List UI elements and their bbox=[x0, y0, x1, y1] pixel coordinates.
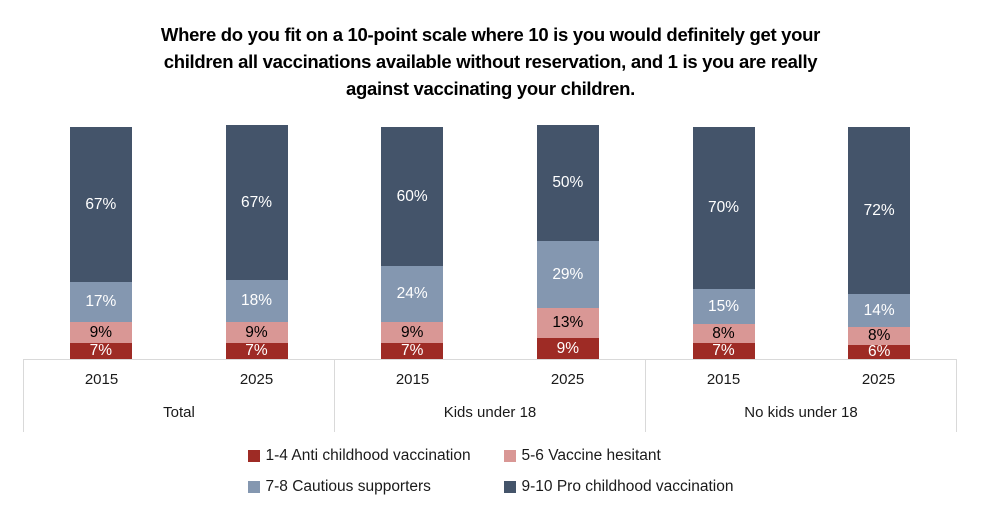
axis-group-total: 2015 2025 Total bbox=[24, 360, 335, 432]
data-label: 8% bbox=[712, 324, 735, 342]
chart-title-line: against vaccinating your children. bbox=[346, 78, 635, 99]
data-label: 14% bbox=[863, 301, 895, 319]
legend-label: 7-8 Cautious supporters bbox=[265, 478, 431, 495]
bar-segment: 6% bbox=[848, 343, 911, 361]
bar-segment: 13% bbox=[536, 307, 599, 339]
bar-segment: 8% bbox=[848, 326, 911, 346]
chart-title-line: Where do you fit on a 10-point scale whe… bbox=[160, 24, 821, 45]
stacked-bar-total-2015: 7% 9% 17% 67% bbox=[69, 127, 132, 360]
data-label: 15% bbox=[707, 298, 740, 316]
bar-segment: 67% bbox=[69, 127, 132, 283]
bar-segment: 29% bbox=[536, 240, 599, 308]
legend-swatch-icon bbox=[503, 481, 516, 493]
axis-group-label: Kids under 18 bbox=[443, 404, 537, 421]
data-label: 67% bbox=[85, 195, 117, 213]
bar-segment: 67% bbox=[225, 124, 288, 281]
axis-group-label: Total bbox=[163, 404, 195, 421]
bar-segment: 9% bbox=[69, 321, 132, 343]
bar-segment: 17% bbox=[69, 282, 132, 322]
stacked-bar-kids-under-18-2015: 7% 9% 24% 60% bbox=[381, 127, 444, 360]
data-label: 50% bbox=[552, 173, 584, 191]
axis-year-label: 2025 bbox=[550, 370, 585, 388]
data-label: 8% bbox=[867, 327, 891, 345]
stacked-bar-kids-under-18-2025: 9% 13% 29% 50% bbox=[536, 124, 599, 359]
data-label: 9% bbox=[400, 323, 424, 341]
data-label: 24% bbox=[396, 285, 428, 303]
legend-swatch-icon bbox=[247, 450, 260, 462]
bar-segment: 7% bbox=[381, 342, 444, 360]
stacked-bar-no-kids-under-18-2025: 6% 8% 14% 72% bbox=[848, 127, 911, 361]
axis-years-row: 2015 2025 bbox=[335, 360, 645, 398]
bar-segment: 72% bbox=[848, 127, 911, 295]
legend-label: 5-6 Vaccine hesitant bbox=[521, 447, 661, 464]
data-label: 7% bbox=[89, 342, 113, 360]
legend-label: 1-4 Anti childhood vaccination bbox=[265, 447, 471, 464]
stacked-bar-no-kids-under-18-2015: 7% 8% 15% 70% bbox=[692, 127, 755, 360]
axis-years-row: 2015 2025 bbox=[646, 360, 956, 398]
data-label: 29% bbox=[552, 265, 584, 283]
legend-grid: 1-4 Anti childhood vaccination 5-6 Vaccin… bbox=[247, 447, 734, 496]
plot-area: 7% 9% 17% 67% 7% 9% 18% 67% 7% 9% 24% 60% 9% 13% 29% 50… bbox=[23, 114, 957, 359]
legend-label: 9-10 Pro childhood vaccination bbox=[521, 478, 734, 495]
data-label: 70% bbox=[707, 199, 740, 217]
data-label: 67% bbox=[240, 193, 273, 211]
bar-segment: 70% bbox=[692, 127, 755, 290]
bar-segment: 60% bbox=[381, 127, 444, 267]
legend-item-9-10-pro-childhood-vaccination: 9-10 Pro childhood vaccination bbox=[503, 478, 734, 496]
axis-group-label: No kids under 18 bbox=[744, 404, 858, 421]
stacked-bar-total-2025: 7% 9% 18% 67% bbox=[225, 124, 288, 360]
data-label: 7% bbox=[712, 342, 735, 360]
bar-segment: 9% bbox=[536, 338, 599, 359]
axis-years-row: 2015 2025 bbox=[24, 360, 334, 398]
axis-year-label: 2025 bbox=[861, 370, 896, 388]
category-axis: 2015 2025 Total 2015 2025 Kids under 18 2015 20… bbox=[23, 359, 957, 432]
data-label: 6% bbox=[867, 343, 891, 361]
legend-swatch-icon bbox=[503, 450, 516, 462]
axis-year-label: 2015 bbox=[395, 370, 430, 388]
legend-swatch-icon bbox=[247, 481, 260, 493]
data-label: 9% bbox=[556, 339, 580, 357]
bar-segment: 50% bbox=[536, 124, 599, 241]
data-label: 7% bbox=[400, 342, 424, 360]
data-label: 9% bbox=[245, 323, 268, 341]
axis-year-label: 2015 bbox=[84, 370, 119, 388]
data-label: 60% bbox=[396, 187, 428, 205]
bar-segment: 9% bbox=[225, 321, 288, 343]
bar-segment: 15% bbox=[692, 289, 755, 325]
legend: 1-4 Anti childhood vaccination 5-6 Vaccin… bbox=[0, 447, 981, 496]
bar-segment: 7% bbox=[69, 342, 132, 360]
legend-item-7-8-cautious-supporters: 7-8 Cautious supporters bbox=[247, 478, 504, 496]
bar-segment: 14% bbox=[848, 294, 911, 327]
bar-segment: 24% bbox=[381, 266, 444, 322]
axis-group-kids-under-18: 2015 2025 Kids under 18 bbox=[335, 360, 646, 432]
axis-year-label: 2025 bbox=[239, 370, 274, 388]
bar-segment: 9% bbox=[381, 321, 444, 343]
chart-title: Where do you fit on a 10-point scale whe… bbox=[0, 21, 981, 102]
data-label: 17% bbox=[85, 293, 117, 311]
bar-segment: 7% bbox=[692, 342, 755, 360]
data-label: 13% bbox=[552, 314, 584, 332]
axis-year-label: 2015 bbox=[706, 370, 741, 388]
bar-segment: 7% bbox=[225, 342, 288, 360]
bar-segment: 8% bbox=[692, 324, 755, 343]
chart-title-line: children all vaccinations available with… bbox=[163, 51, 818, 72]
data-label: 9% bbox=[89, 323, 113, 341]
data-label: 7% bbox=[245, 342, 268, 360]
bar-segment: 18% bbox=[225, 280, 288, 322]
data-label: 18% bbox=[240, 292, 273, 310]
data-label: 72% bbox=[863, 201, 895, 219]
axis-group-no-kids-under-18: 2015 2025 No kids under 18 bbox=[646, 360, 956, 432]
legend-item-1-4-anti-childhood-vaccination: 1-4 Anti childhood vaccination bbox=[247, 447, 504, 465]
legend-item-5-6-vaccine-hesitant: 5-6 Vaccine hesitant bbox=[503, 447, 734, 465]
